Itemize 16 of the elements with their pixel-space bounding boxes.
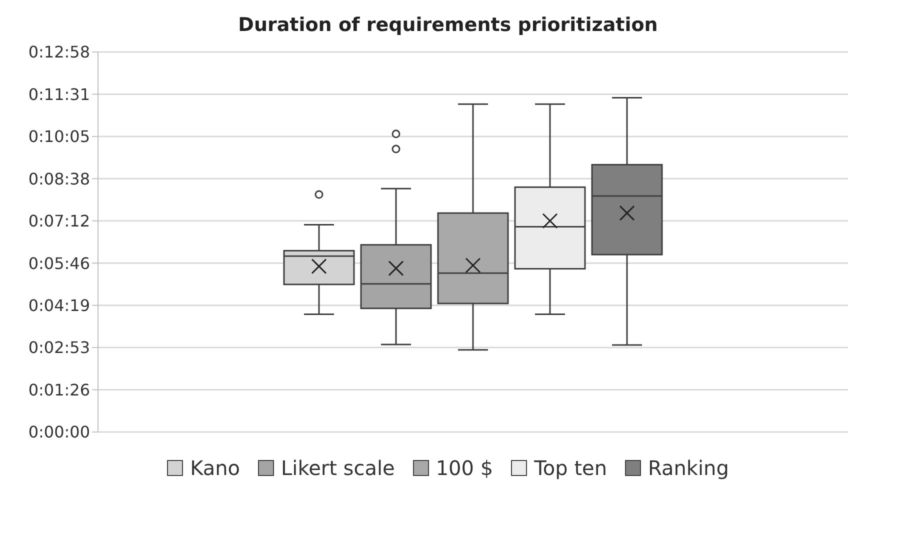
y-tick-label: 0:10:05 xyxy=(28,127,90,146)
y-tick-label: 0:11:31 xyxy=(28,84,90,104)
y-tick-label: 0:00:00 xyxy=(28,422,90,442)
legend-label: 100 $ xyxy=(436,456,494,480)
legend-label: Kano xyxy=(190,456,240,480)
y-tick-label: 0:04:19 xyxy=(28,296,90,316)
chart-title: Duration of requirements prioritization xyxy=(237,14,659,36)
y-tick-label: 0:08:38 xyxy=(28,169,90,188)
legend-label: Top ten xyxy=(534,456,608,480)
y-tick-label: 0:01:26 xyxy=(28,380,90,400)
legend-label: Likert scale xyxy=(281,456,395,480)
y-tick-label: 0:12:58 xyxy=(28,42,90,62)
y-tick-label: 0:07:12 xyxy=(28,212,90,231)
legend-label: Ranking xyxy=(648,456,729,480)
y-tick-label: 0:05:46 xyxy=(28,254,90,273)
y-tick-label: 0:02:53 xyxy=(28,338,90,358)
